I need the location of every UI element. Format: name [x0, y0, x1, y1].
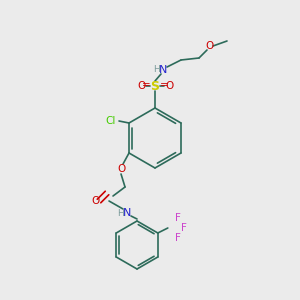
- Text: O: O: [137, 81, 145, 91]
- Text: O: O: [117, 164, 125, 174]
- Text: Cl: Cl: [106, 116, 116, 126]
- Text: O: O: [205, 41, 213, 51]
- Text: N: N: [159, 65, 167, 75]
- Text: F: F: [175, 213, 181, 223]
- Text: H: H: [153, 65, 159, 74]
- Text: F: F: [175, 233, 181, 243]
- Text: S: S: [151, 80, 160, 92]
- Text: N: N: [123, 208, 131, 218]
- Text: =: =: [160, 80, 168, 91]
- Text: H: H: [117, 208, 123, 217]
- Text: O: O: [91, 196, 99, 206]
- Text: O: O: [165, 81, 173, 91]
- Text: =: =: [142, 80, 150, 91]
- Text: F: F: [181, 223, 187, 233]
